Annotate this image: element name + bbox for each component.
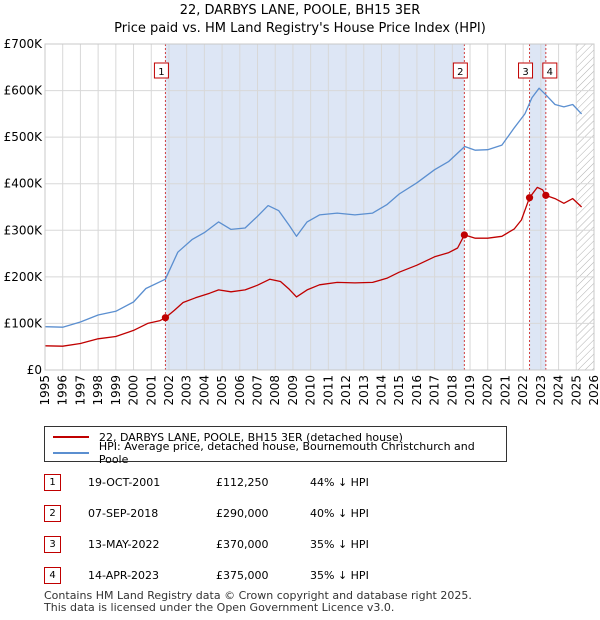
transaction-hpi-diff: 40% ↓ HPI — [310, 507, 369, 520]
title-line-1: 22, DARBYS LANE, POOLE, BH15 3ER — [179, 3, 421, 18]
x-tick-label: 2008 — [268, 375, 282, 406]
title-line-2: Price paid vs. HM Land Registry's House … — [114, 21, 486, 36]
legend-property: 22, DARBYS LANE, POOLE, BH15 3ER (detach… — [53, 429, 403, 445]
y-tick-label: £200K — [4, 270, 44, 284]
x-tick-label: 1998 — [91, 375, 105, 406]
x-tick-label: 2003 — [180, 375, 194, 406]
x-tick-label: 1999 — [109, 375, 123, 406]
y-tick-label: £600K — [4, 84, 44, 98]
forecast-hatch — [576, 44, 594, 370]
legend: 22, DARBYS LANE, POOLE, BH15 3ER (detach… — [44, 426, 507, 466]
x-tick-label: 2023 — [534, 375, 548, 406]
x-tick-label: 2005 — [215, 375, 229, 406]
legend-property-swatch — [53, 436, 89, 438]
transaction-date: 19-OCT-2001 — [88, 476, 161, 489]
x-tick-label: 2013 — [357, 375, 371, 406]
sale-marker-box — [518, 62, 534, 79]
x-tick-label: 2021 — [498, 375, 512, 406]
y-tick-label: £500K — [4, 130, 44, 144]
chart-title: 22, DARBYS LANE, POOLE, BH15 3ER Price p… — [0, 0, 600, 38]
x-tick-label: 2012 — [339, 375, 353, 406]
transaction-row: 4 14-APR-2023 £375,000 35% ↓ HPI — [44, 567, 564, 584]
x-tick-label: 1996 — [56, 375, 70, 406]
legend-hpi-swatch — [53, 452, 89, 454]
transaction-row: 3 13-MAY-2022 £370,000 35% ↓ HPI — [44, 536, 564, 553]
x-tick-label: 1995 — [38, 375, 52, 406]
transaction-number-badge: 3 — [44, 536, 61, 553]
price-chart: 1 2 3 4 £0 £100K £200K £300K £400K £500K £600K £70… — [4, 37, 600, 406]
y-tick-label: £300K — [4, 223, 44, 237]
x-tick-label: 2011 — [321, 375, 335, 406]
x-tick-label: 2026 — [587, 375, 600, 406]
transaction-date: 13-MAY-2022 — [88, 538, 160, 551]
y-tick-label: £100K — [4, 316, 44, 330]
transaction-number-badge: 4 — [44, 567, 61, 584]
transaction-row: 2 07-SEP-2018 £290,000 40% ↓ HPI — [44, 505, 564, 522]
x-tick-label: 2022 — [516, 375, 530, 406]
sale-marker-label: 3 — [522, 67, 528, 78]
x-tick-label: 2001 — [144, 375, 158, 406]
hpi-line — [44, 87, 583, 328]
transaction-number-badge: 2 — [44, 505, 61, 522]
x-tick-label: 2014 — [374, 375, 388, 406]
x-tick-label: 2020 — [481, 375, 495, 406]
transaction-hpi-diff: 35% ↓ HPI — [310, 538, 369, 551]
x-tick-label: 2017 — [428, 375, 442, 406]
footer-licence: This data is licensed under the Open Gov… — [44, 601, 395, 614]
sale-marker-box — [452, 62, 468, 79]
transaction-price: £290,000 — [216, 507, 269, 520]
transaction-hpi-diff: 44% ↓ HPI — [310, 476, 369, 489]
sale-marker-box — [153, 62, 169, 79]
y-tick-label: £400K — [4, 177, 44, 191]
x-tick-label: 2025 — [569, 375, 583, 406]
transaction-number-badge: 1 — [44, 474, 61, 491]
legend-hpi-label: HPI: Average price, detached house, Bour… — [98, 440, 475, 466]
transaction-hpi-diff: 35% ↓ HPI — [310, 569, 369, 582]
ownership-shade — [165, 44, 465, 370]
x-tick-label: 2010 — [304, 375, 318, 406]
sale-point — [525, 194, 534, 202]
transaction-price: £112,250 — [216, 476, 269, 489]
x-tick-label: 2024 — [552, 375, 566, 406]
plot-frame — [44, 43, 595, 371]
x-tick-label: 2016 — [410, 375, 424, 406]
legend-property-label: 22, DARBYS LANE, POOLE, BH15 3ER (detach… — [99, 430, 403, 444]
legend-hpi: HPI: Average price, detached house, Bour… — [53, 440, 506, 466]
sale-point — [161, 314, 170, 322]
sale-point — [460, 231, 468, 239]
transaction-price: £370,000 — [216, 538, 269, 551]
transaction-row: 1 19-OCT-2001 £112,250 44% ↓ HPI — [44, 474, 564, 491]
x-tick-label: 2015 — [392, 375, 406, 406]
x-tick-label: 2006 — [233, 375, 247, 406]
x-tick-label: 2019 — [463, 375, 477, 406]
x-tick-label: 2007 — [251, 375, 265, 406]
x-tick-label: 2000 — [127, 375, 141, 406]
footer: Contains HM Land Registry data © Crown c… — [44, 590, 472, 614]
sale-point — [542, 191, 550, 199]
x-tick-label: 2004 — [197, 375, 211, 406]
sale-marker-label: 1 — [158, 67, 164, 78]
x-tick-label: 1997 — [73, 375, 87, 406]
x-tick-label: 2002 — [162, 375, 176, 406]
x-tick-label: 2018 — [445, 375, 459, 406]
transaction-date: 07-SEP-2018 — [88, 507, 159, 520]
sale-marker-box — [542, 62, 558, 79]
footer-copyright: Contains HM Land Registry data © Crown c… — [44, 589, 472, 602]
ownership-shade — [529, 44, 546, 370]
sale-marker-label: 4 — [547, 67, 553, 78]
x-tick-label: 2009 — [286, 375, 300, 406]
transaction-price: £375,000 — [216, 569, 269, 582]
y-tick-label: £700K — [4, 37, 44, 51]
transaction-date: 14-APR-2023 — [88, 569, 160, 582]
y-tick-label: £0 — [27, 363, 42, 377]
sale-marker-label: 2 — [457, 67, 463, 78]
